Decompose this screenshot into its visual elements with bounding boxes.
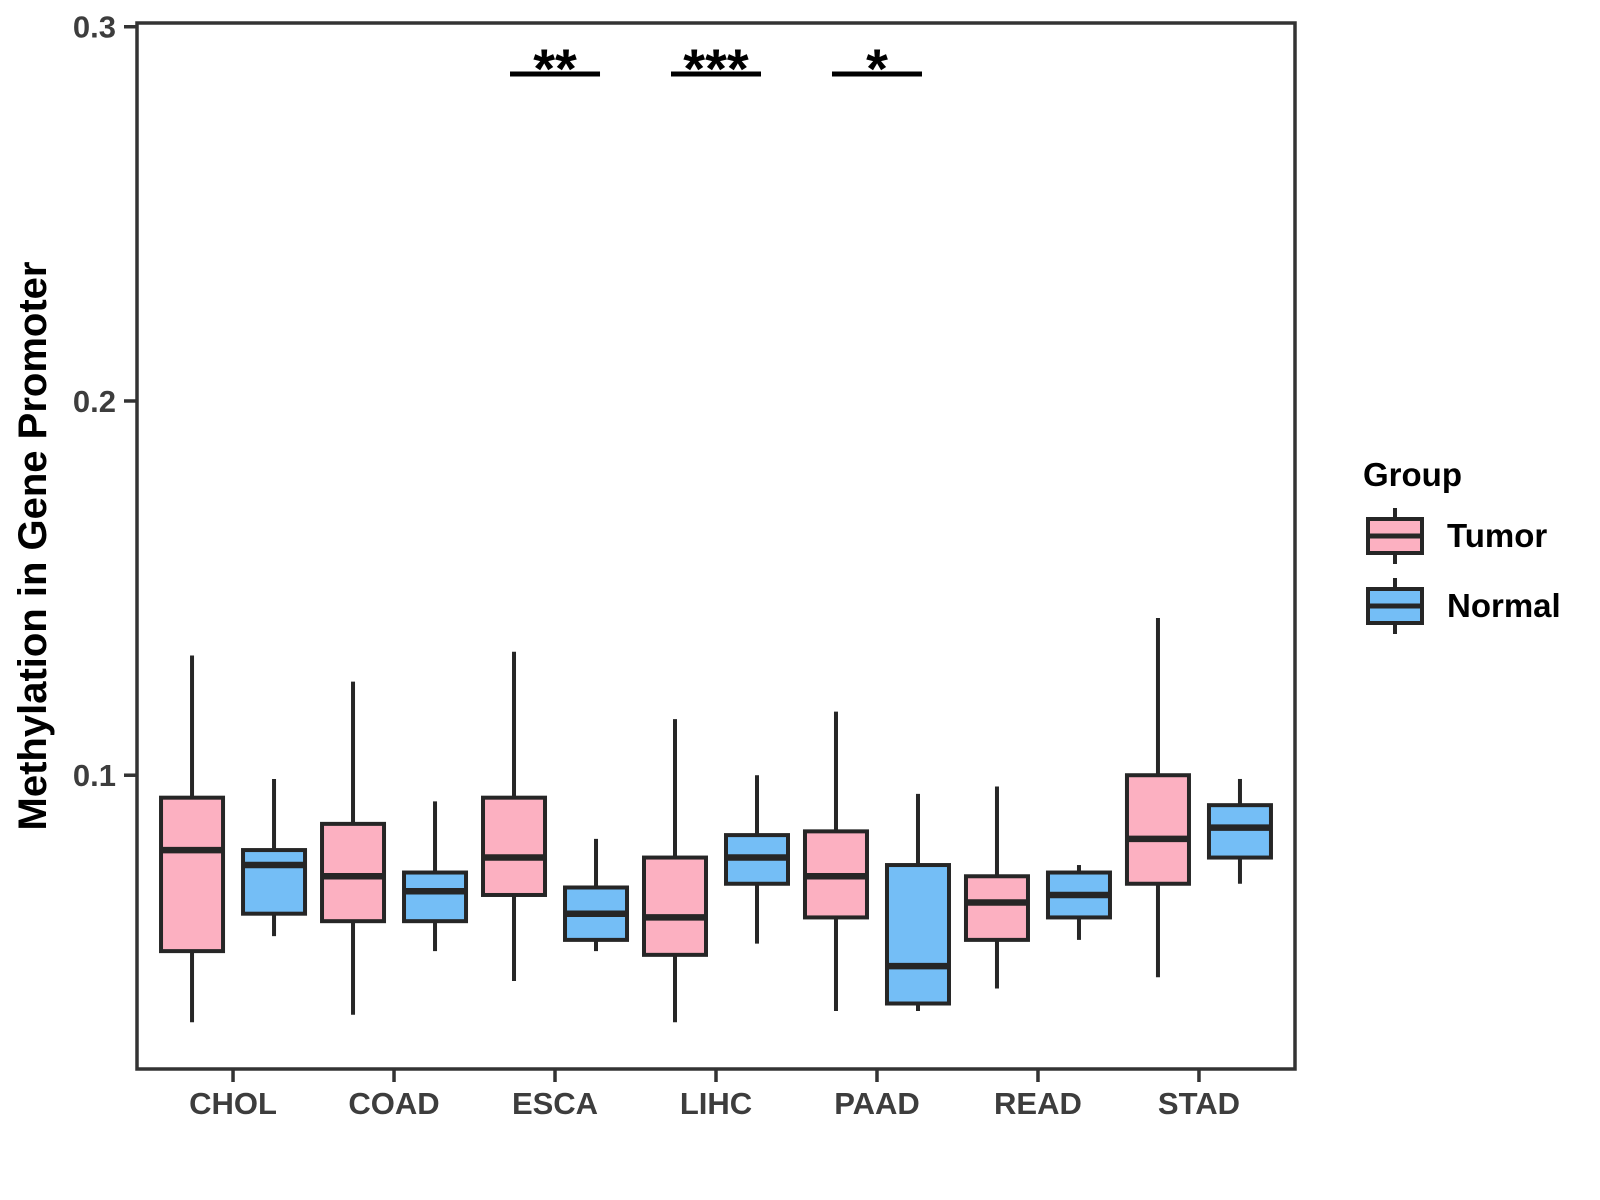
- x-axis-label-coad: COAD: [348, 1086, 439, 1121]
- box-normal-paad: [884, 793, 951, 1011]
- x-axis-label-lihc: LIHC: [680, 1086, 752, 1121]
- significance-paad: *: [831, 37, 922, 100]
- x-axis-label-esca: ESCA: [512, 1086, 598, 1121]
- box-normal-lihc: [724, 775, 790, 944]
- x-axis-label-stad: STAD: [1158, 1086, 1240, 1121]
- box-rect: [402, 870, 469, 924]
- box-rect: [642, 855, 708, 957]
- significance-esca: **: [510, 37, 601, 100]
- box-normal-esca: [563, 838, 630, 952]
- legend-item-label: Tumor: [1447, 517, 1547, 554]
- plot-panel: [135, 21, 1297, 1071]
- significance-lihc: ***: [671, 37, 761, 100]
- box-tumor-chol: [159, 655, 226, 1023]
- box-rect: [481, 795, 548, 897]
- box-rect: [241, 848, 308, 916]
- x-axis-label-chol: CHOL: [189, 1086, 277, 1121]
- legend-item-normal: Normal: [1366, 578, 1561, 634]
- y-axis-title: Methylation in Gene Promoter: [11, 262, 55, 831]
- box-tumor-esca: [481, 651, 548, 982]
- significance-stars: ***: [683, 37, 749, 100]
- box-rect: [884, 863, 951, 1006]
- box-normal-coad: [402, 801, 469, 952]
- box-rect: [320, 821, 387, 924]
- box-tumor-paad: [802, 711, 869, 1011]
- x-axis-label-read: READ: [994, 1086, 1082, 1121]
- legend-title: Group: [1363, 456, 1462, 493]
- legend-item-tumor: Tumor: [1366, 508, 1547, 564]
- y-tick-label: 0.3: [73, 10, 116, 45]
- legend: Group Tumor Normal: [1363, 456, 1561, 634]
- box-tumor-lihc: [642, 719, 708, 1023]
- box-normal-read: [1045, 865, 1112, 940]
- significance-stars: *: [866, 37, 888, 100]
- box-normal-chol: [241, 778, 308, 937]
- legend-item-label: Normal: [1447, 587, 1561, 624]
- box-rect: [159, 795, 226, 954]
- box-normal-stad: [1206, 778, 1273, 884]
- x-axis-label-paad: PAAD: [834, 1086, 920, 1121]
- box-rect: [1124, 773, 1191, 886]
- box-tumor-stad: [1124, 618, 1191, 978]
- y-tick-label: 0.1: [73, 758, 116, 793]
- box-tumor-coad: [320, 681, 387, 1015]
- box-rect: [1206, 803, 1273, 860]
- significance-stars: **: [533, 37, 577, 100]
- box-tumor-read: [963, 786, 1030, 989]
- box-rect: [963, 874, 1030, 942]
- y-tick-label: 0.2: [73, 384, 116, 419]
